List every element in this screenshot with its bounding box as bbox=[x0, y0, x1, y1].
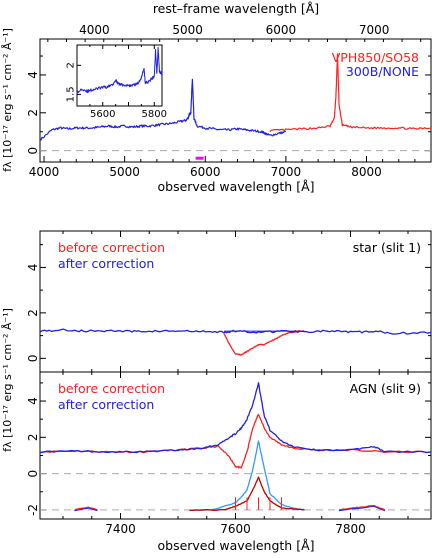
rest-frame-axis-label: rest–frame wavelength [Å] bbox=[153, 1, 319, 16]
top-y-tick-label: 2 bbox=[26, 109, 40, 117]
bottom-x-tick-label: 7800 bbox=[335, 522, 366, 536]
wavelength-marker bbox=[195, 156, 204, 160]
middle-before-line bbox=[223, 329, 305, 356]
top-y-tick-label: 0 bbox=[26, 147, 40, 155]
rest-frame-tick-label: 5000 bbox=[172, 23, 203, 37]
middle-annotation: star (slit 1) bbox=[353, 240, 421, 255]
bottom-y-tick-label: 2 bbox=[26, 434, 40, 442]
bottom-residual-left-blue bbox=[74, 507, 98, 512]
top-x-tick-label: 8000 bbox=[351, 165, 382, 179]
inset-series-line bbox=[76, 46, 163, 95]
legend-300B: 300B/NONE bbox=[346, 64, 419, 79]
bottom-series-0 bbox=[39, 413, 432, 469]
rest-frame-tick-label: 4000 bbox=[79, 23, 110, 37]
bottom-residual-right-blue bbox=[338, 505, 386, 512]
middle-legend-before: before correction bbox=[58, 240, 165, 255]
bottom-x-axis-label: observed wavelength [Å] bbox=[157, 538, 314, 553]
rest-frame-tick-label: 7000 bbox=[359, 23, 390, 37]
inset-x-tick-label: 5800 bbox=[142, 109, 167, 120]
middle-legend-after: after correction bbox=[58, 256, 154, 271]
middle-y-tick-label: 0 bbox=[26, 355, 40, 363]
top-x-axis-label: observed wavelength [Å] bbox=[157, 179, 314, 194]
inset-x-tick-label: 5600 bbox=[90, 109, 115, 120]
series-VPH850-line bbox=[269, 53, 432, 133]
bottom-y-tick-label: -2 bbox=[26, 504, 40, 516]
data-layer bbox=[39, 44, 432, 512]
legend-VPH850: VPH850/SO58 bbox=[332, 50, 419, 65]
bottom-x-tick-label: 7400 bbox=[105, 522, 136, 536]
top-panel-frame bbox=[39, 38, 432, 163]
top-x-tick-label: 4000 bbox=[29, 165, 60, 179]
bottom-residual-right bbox=[338, 504, 386, 511]
inset-y-tick-label: 2 bbox=[66, 62, 77, 68]
inset-y-tick-label: 1.5 bbox=[66, 86, 77, 102]
bottom-legend-after: after correction bbox=[58, 397, 154, 412]
shared-y-axis-label: fλ [10⁻¹⁷ erg s⁻¹ cm⁻² Å⁻¹] bbox=[1, 308, 14, 452]
bottom-y-tick-label: 0 bbox=[26, 470, 40, 478]
rest-frame-tick-label: 6000 bbox=[266, 23, 297, 37]
bottom-annotation: AGN (slit 9) bbox=[350, 381, 421, 396]
top-x-tick-label: 6000 bbox=[190, 165, 221, 179]
bottom-legend-before: before correction bbox=[58, 381, 165, 396]
text-layer: 4000 5000 6000 7000 8000 0 2 4 4000 5000 6000 7000 r… bbox=[1, 1, 421, 553]
inset-frame bbox=[76, 44, 163, 107]
middle-y-tick-label: 2 bbox=[26, 309, 40, 317]
middle-y-tick-label: 4 bbox=[26, 264, 40, 272]
bottom-series-3 bbox=[189, 476, 305, 511]
top-y-tick-label: 4 bbox=[26, 71, 40, 79]
top-x-tick-label: 7000 bbox=[271, 165, 302, 179]
bottom-residual-left bbox=[74, 506, 98, 511]
series-300B-line bbox=[40, 78, 287, 141]
middle-after-line bbox=[39, 328, 432, 335]
panel-frames bbox=[39, 38, 432, 520]
bottom-y-tick-label: 4 bbox=[26, 397, 40, 405]
top-y-axis-label: fλ [10⁻¹⁷ erg s⁻¹ cm⁻² Å⁻¹] bbox=[1, 28, 14, 172]
bottom-x-tick-label: 7600 bbox=[220, 522, 251, 536]
bottom-series-1 bbox=[39, 382, 432, 454]
top-x-tick-label: 5000 bbox=[109, 165, 140, 179]
